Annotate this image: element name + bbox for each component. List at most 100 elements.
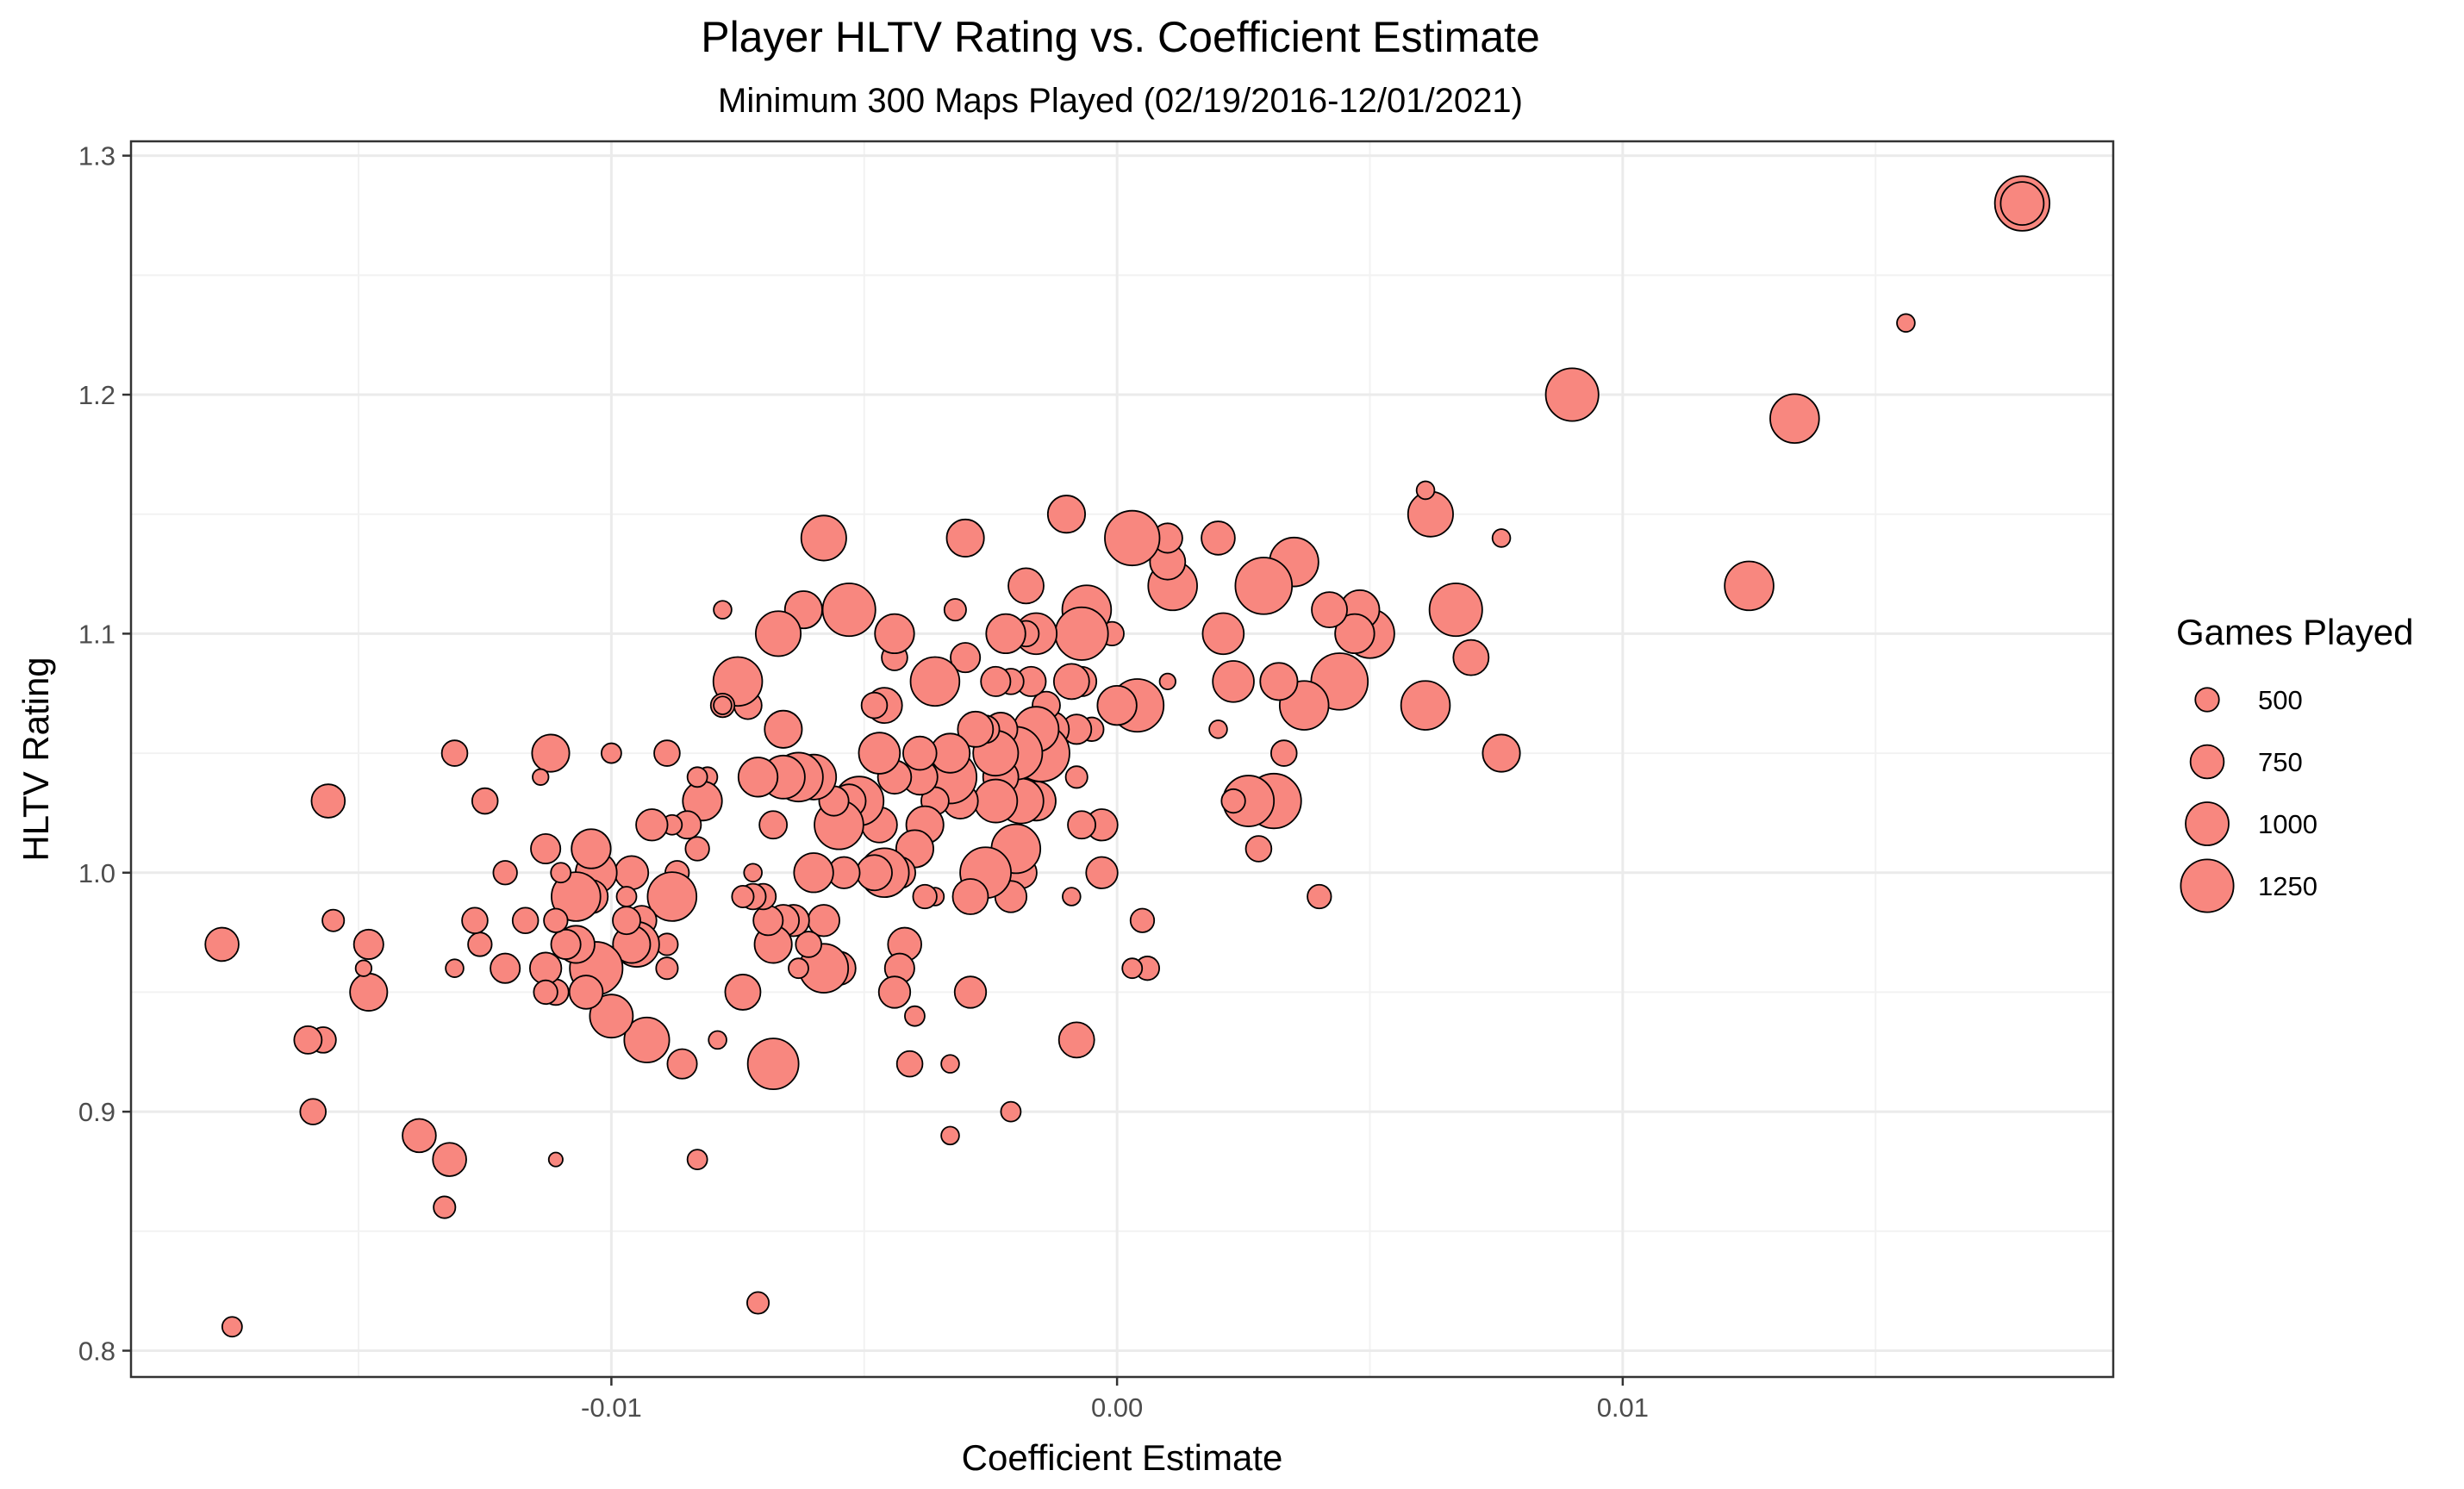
data-point (310, 783, 346, 819)
data-point (530, 832, 562, 865)
data-point (980, 665, 1012, 697)
data-point (953, 975, 988, 1009)
data-point (1999, 181, 2045, 227)
x-tick-label: 0.01 (1597, 1392, 1649, 1423)
data-point (221, 1316, 243, 1338)
y-tick-label: 1.1 (78, 619, 115, 649)
data-point (945, 518, 985, 558)
data-point (1334, 613, 1375, 655)
data-point (1057, 1021, 1095, 1059)
data-point (612, 906, 641, 936)
data-point (571, 828, 612, 869)
data-point (858, 732, 901, 775)
data-point (551, 871, 602, 922)
data-points (204, 175, 2051, 1338)
data-point (1007, 567, 1045, 605)
data-point (684, 836, 710, 862)
legend-items: 500 750 1000 1250 (2180, 685, 2317, 913)
data-point (550, 862, 572, 884)
data-point (743, 863, 763, 883)
y-tick-label: 1.3 (78, 141, 115, 171)
data-point (445, 958, 465, 978)
y-tick-label: 0.9 (78, 1097, 115, 1127)
data-point (568, 975, 604, 1010)
data-point (432, 1142, 467, 1177)
data-point (909, 656, 961, 707)
data-point (737, 757, 779, 798)
legend-label: 500 (2258, 685, 2303, 715)
data-point (666, 1048, 698, 1080)
data-point (646, 871, 698, 922)
data-point (764, 709, 803, 749)
legend-key (2194, 687, 2220, 713)
data-point (471, 787, 499, 815)
data-point (1307, 883, 1332, 910)
data-point (902, 735, 938, 771)
data-point (1244, 835, 1273, 863)
data-point (686, 1149, 708, 1170)
size-legend: Games Played 500 750 1000 1250 (2176, 612, 2413, 913)
data-point (528, 951, 563, 985)
data-point (895, 1050, 924, 1078)
data-point (1544, 367, 1600, 422)
legend-key (2185, 801, 2230, 846)
data-point (655, 956, 679, 981)
data-point (467, 931, 493, 957)
data-point (973, 778, 1019, 824)
data-point (856, 854, 893, 892)
major-gridlines (131, 141, 2113, 1377)
data-point (1769, 393, 1820, 445)
data-point (795, 931, 822, 958)
data-point (615, 886, 638, 907)
data-point (1085, 856, 1119, 889)
data-point (874, 613, 915, 655)
data-point (1129, 907, 1156, 933)
data-point (1724, 560, 1775, 612)
data-point (543, 907, 569, 933)
data-point (1201, 612, 1245, 656)
data-point (600, 742, 622, 764)
legend-label: 750 (2258, 747, 2303, 777)
data-point (349, 972, 389, 1012)
plot-background (131, 141, 2113, 1377)
data-point (1096, 684, 1138, 726)
data-point (713, 600, 733, 620)
data-point (547, 1151, 564, 1168)
plot-border (129, 140, 2115, 1379)
data-point (461, 906, 489, 934)
data-point (800, 514, 847, 562)
data-point (1158, 672, 1176, 691)
y-axis-title: HLTV Rating (16, 657, 56, 861)
data-point (532, 768, 550, 786)
data-point (788, 957, 809, 980)
data-point (299, 1098, 327, 1125)
legend-key (2180, 858, 2235, 913)
legend-key (2189, 744, 2225, 780)
y-tick-label: 1.0 (78, 858, 115, 888)
y-axis: 0.8 0.9 1.0 1.1 1.2 1.3 (78, 141, 131, 1366)
data-point (877, 975, 912, 1009)
y-tick-label: 0.8 (78, 1336, 115, 1366)
data-point (950, 642, 982, 674)
data-point (492, 860, 518, 886)
data-point (1234, 557, 1294, 615)
data-point (708, 1030, 727, 1050)
data-point (912, 883, 938, 910)
data-point (1491, 528, 1512, 548)
data-point (731, 884, 755, 909)
data-point (1452, 639, 1490, 676)
data-point (1428, 583, 1483, 638)
data-point (821, 583, 876, 638)
data-point (1269, 739, 1298, 767)
data-point (1062, 887, 1082, 906)
data-point (550, 928, 582, 960)
data-point (746, 1037, 800, 1091)
data-point (1415, 480, 1436, 501)
data-point (1067, 810, 1096, 840)
data-point (614, 855, 650, 891)
data-point (1121, 957, 1144, 980)
x-axis: -0.01 0.00 0.01 (581, 1377, 1649, 1423)
data-point (1046, 495, 1086, 534)
data-point (511, 906, 540, 934)
data-point (904, 1005, 926, 1027)
